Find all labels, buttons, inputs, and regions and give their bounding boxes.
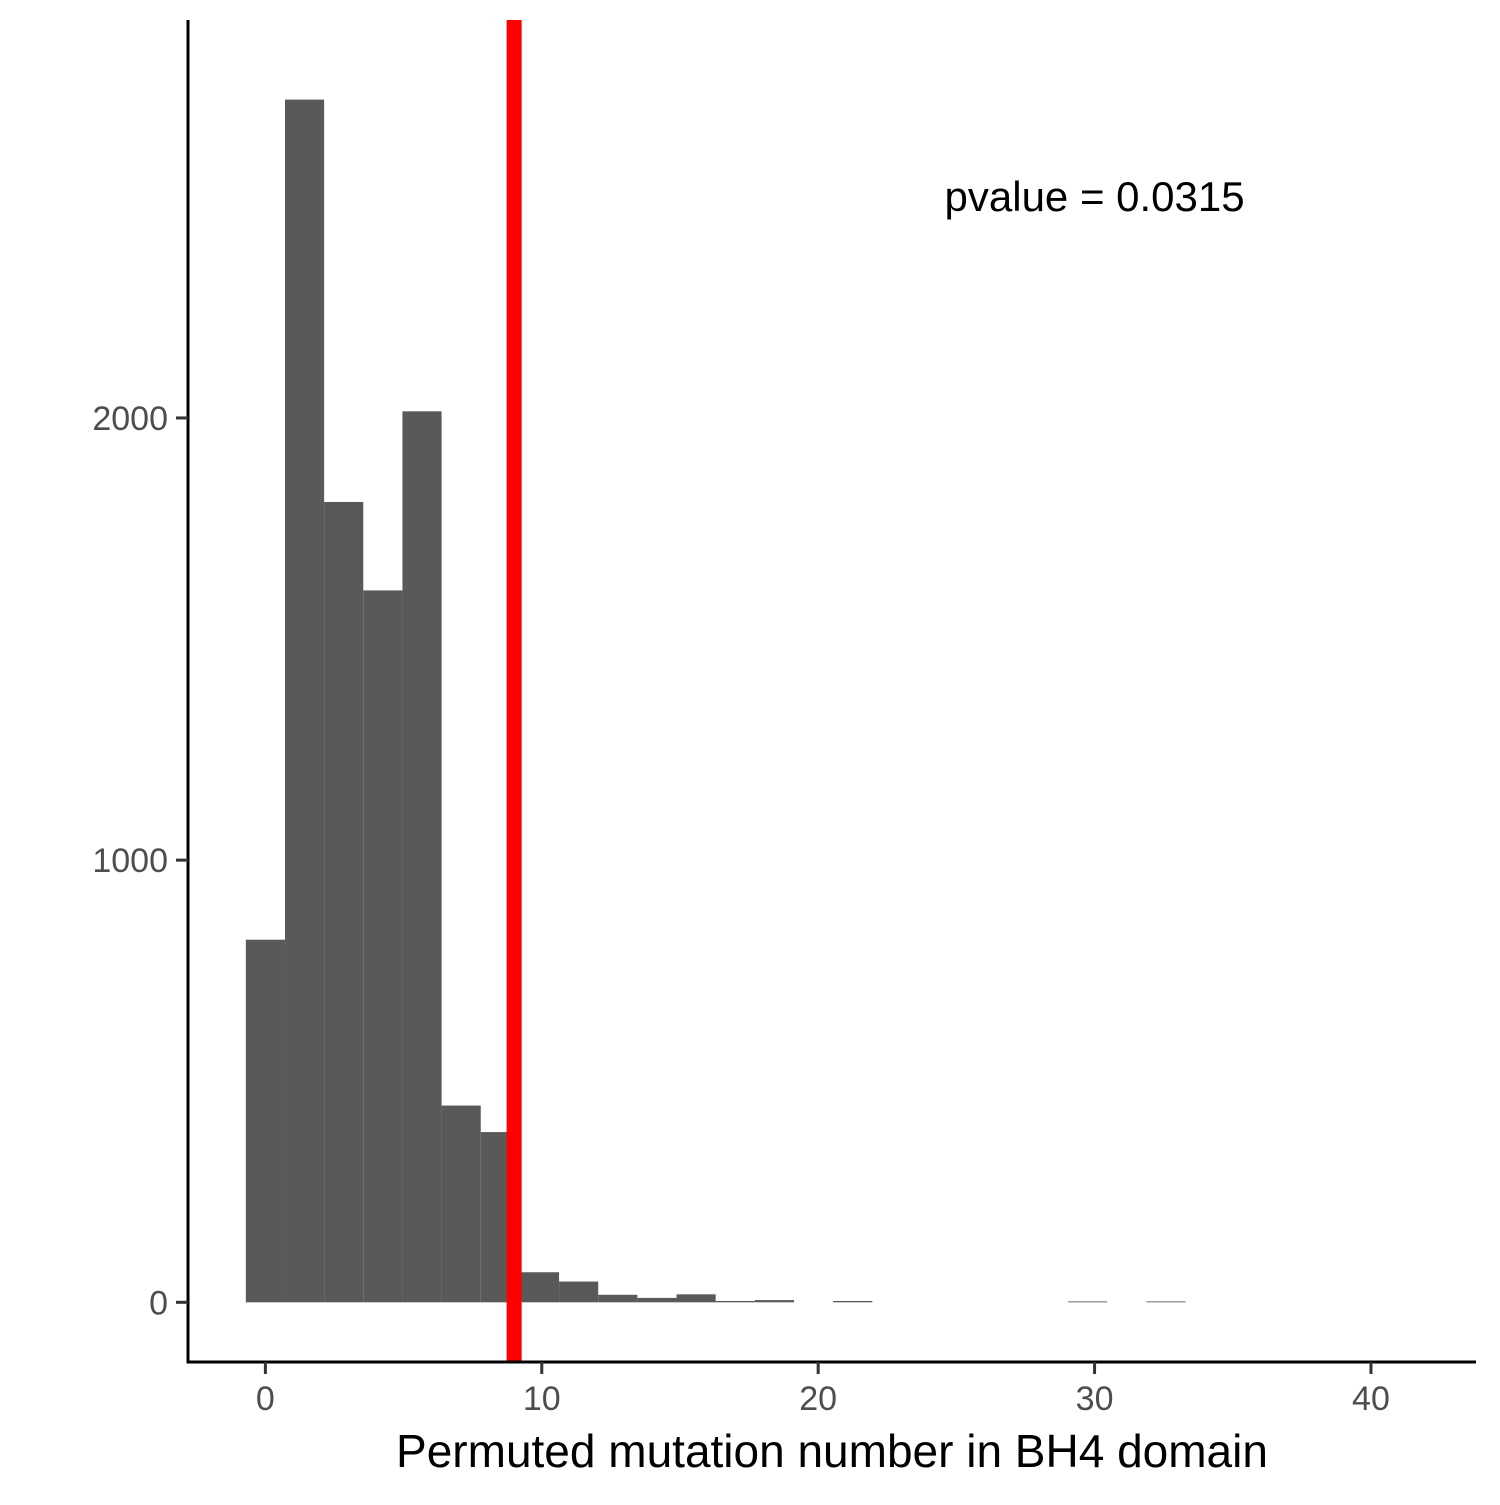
bars-group bbox=[245, 99, 1186, 1303]
x-tick-label-2: 20 bbox=[799, 1380, 837, 1418]
histogram-bar-15 bbox=[833, 1300, 873, 1303]
histogram-bar-9 bbox=[598, 1294, 638, 1303]
histogram-bar-10 bbox=[637, 1297, 677, 1303]
histogram-bar-21 bbox=[1068, 1301, 1108, 1303]
histogram-bar-1 bbox=[284, 99, 325, 1303]
histogram-bar-0 bbox=[245, 939, 285, 1303]
histogram-bar-12 bbox=[715, 1300, 755, 1303]
histogram-bar-3 bbox=[363, 590, 403, 1303]
y-tick-label-0: 0 bbox=[149, 1284, 168, 1322]
histogram-bar-11 bbox=[676, 1294, 716, 1303]
histogram-bar-8 bbox=[559, 1281, 599, 1303]
histogram-bar-13 bbox=[754, 1300, 794, 1303]
histogram-bar-23 bbox=[1146, 1301, 1186, 1303]
x-tick-label-4: 40 bbox=[1352, 1380, 1390, 1418]
x-axis-title: Permuted mutation number in BH4 domain bbox=[396, 1425, 1268, 1477]
histogram-bar-5 bbox=[441, 1105, 481, 1303]
x-tick-label-3: 30 bbox=[1076, 1380, 1114, 1418]
histogram-bar-2 bbox=[324, 501, 364, 1303]
x-ticks-group: 0 10 20 30 40 bbox=[256, 1362, 1390, 1418]
axes-group bbox=[186, 20, 1476, 1364]
x-tick-label-1: 10 bbox=[523, 1380, 561, 1418]
y-ticks-group: 0 1000 2000 bbox=[92, 400, 188, 1322]
histogram-bar-7 bbox=[519, 1272, 560, 1303]
histogram-bar-4 bbox=[402, 411, 442, 1303]
x-tick-label-0: 0 bbox=[256, 1380, 275, 1418]
y-tick-label-1: 1000 bbox=[92, 842, 168, 880]
pvalue-annotation: pvalue = 0.0315 bbox=[945, 173, 1245, 220]
y-tick-label-2: 2000 bbox=[92, 400, 168, 438]
